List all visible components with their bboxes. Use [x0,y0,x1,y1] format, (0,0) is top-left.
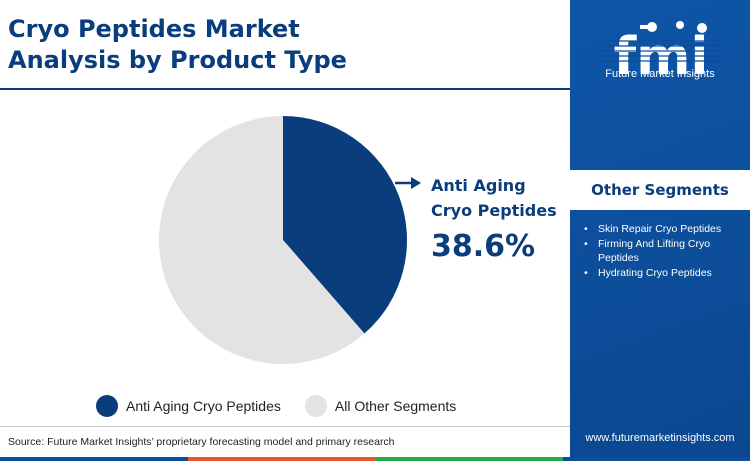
bottom-bar-segment-4 [562,457,750,461]
other-segments-list: Skin Repair Cryo Peptides Firming And Li… [584,222,744,281]
legend-label-other: All Other Segments [334,398,457,414]
legend-swatch-anti-aging [96,395,118,417]
pie-chart [158,116,421,364]
callout-arrow [395,177,421,189]
callout-value: 38.6% [431,229,536,264]
website-url[interactable]: www.futuremarketinsights.com [585,432,735,444]
legend-item-anti-aging: Anti Aging Cryo Peptides [96,395,281,417]
fmi-logo-icon [640,21,707,33]
fmi-logo: fmi [596,21,726,84]
title-line-1: Cryo Peptides Market [8,15,300,43]
slice-callout: Anti Aging Cryo Peptides 38.6% [431,173,571,267]
logo-subtitle: Future Market Insights [605,68,715,80]
pie-slice-anti-aging-cryo-peptides [283,116,407,334]
source-note: Source: Future Market Insights’ propriet… [8,436,395,448]
bottom-color-bar [0,457,750,461]
footer-divider [0,426,570,427]
legend-item-other: All Other Segments [304,395,457,417]
title-line-2: Analysis by Product Type [8,46,347,74]
legend-swatch-other [304,395,327,417]
other-segments-header: Other Segments [570,170,750,210]
main-panel: Cryo Peptides Market Analysis by Product… [0,14,571,448]
legend-label-anti-aging: Anti Aging Cryo Peptides [126,398,281,414]
callout-label-line-2: Cryo Peptides [431,201,557,220]
segment-item-hydrating: Hydrating Cryo Peptides [584,266,744,280]
page-title: Cryo Peptides Market Analysis by Product… [8,14,428,76]
pie-slice-all-other-segments [158,116,365,364]
other-segments-heading: Other Segments [591,181,729,199]
pie-slices [158,116,407,364]
chart-legend: Anti Aging Cryo Peptides All Other Segme… [96,395,480,417]
segment-item-firming-lifting: Firming And Lifting Cryo Peptides [584,237,744,265]
title-divider [0,88,570,90]
segment-item-skin-repair: Skin Repair Cryo Peptides [584,222,744,236]
sidebar: fmi Future Market Insights Other Segment… [570,0,750,457]
bottom-bar-segment-1 [0,457,188,461]
callout-label-line-1: Anti Aging [431,176,526,195]
bottom-bar-segment-3 [375,457,563,461]
bottom-bar-segment-2 [187,457,375,461]
